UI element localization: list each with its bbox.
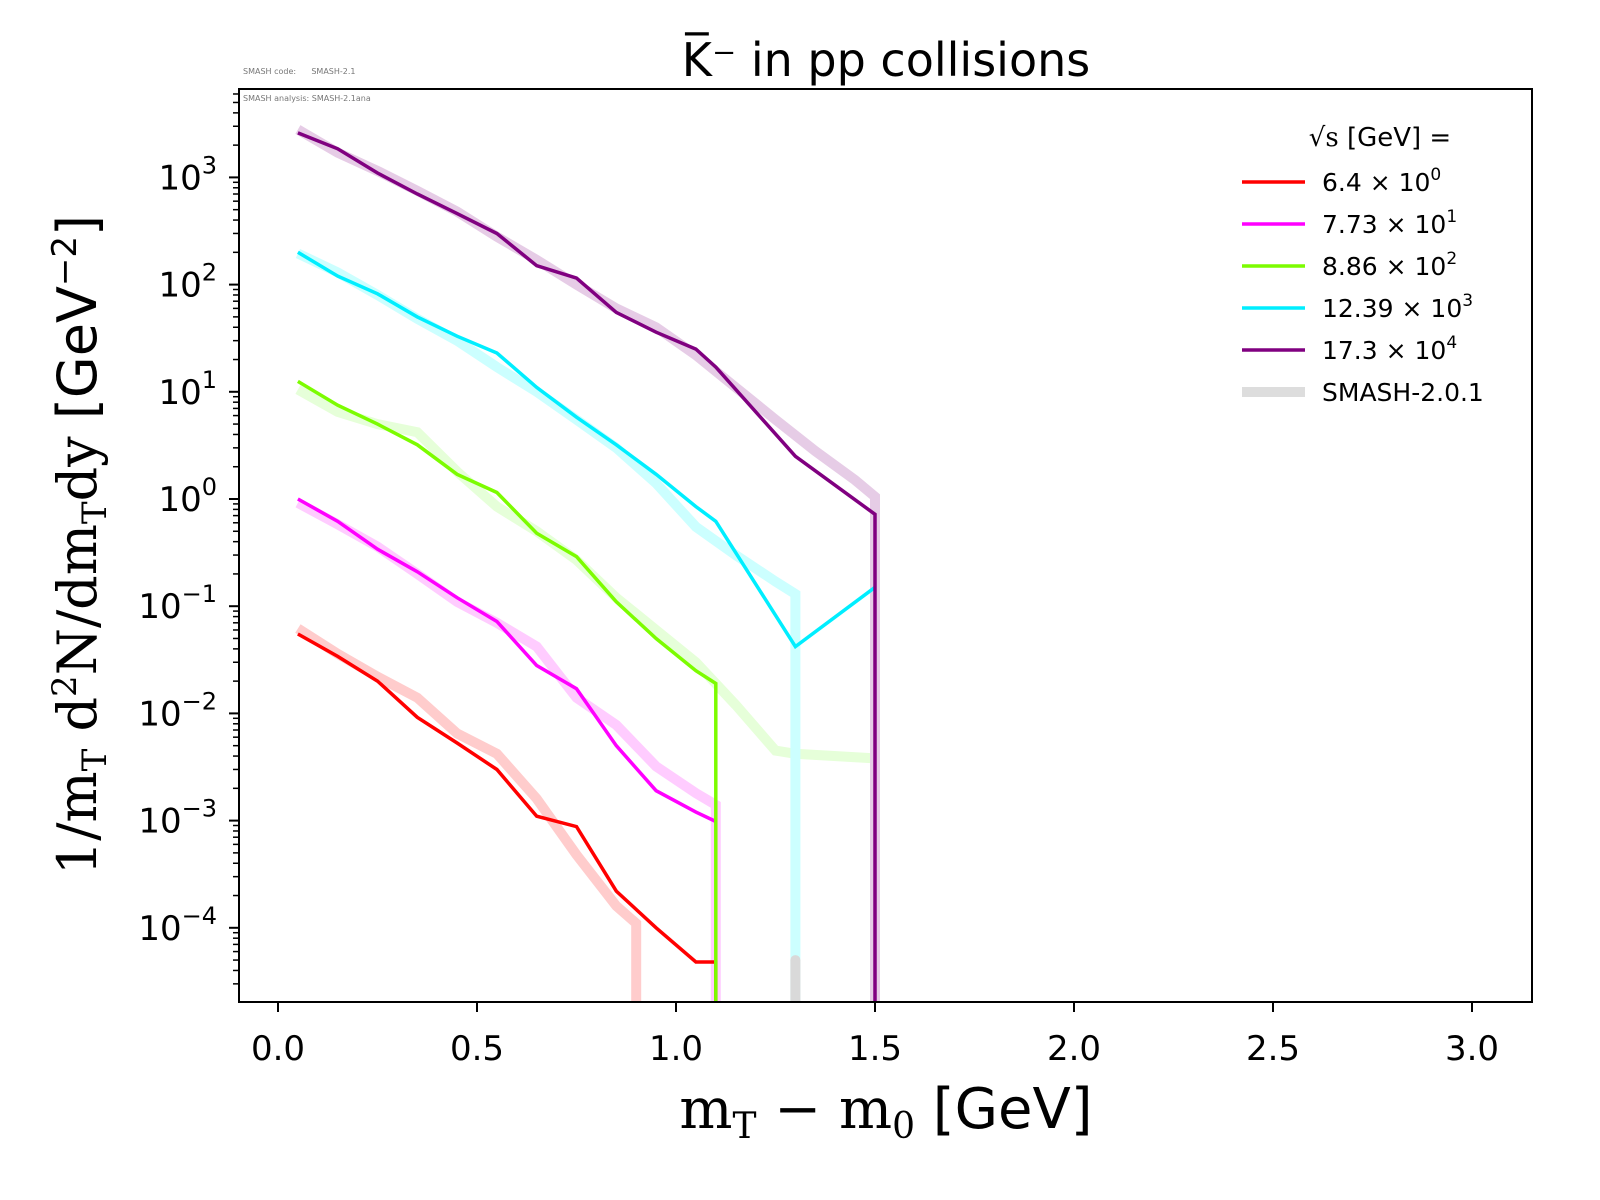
legend-label: 17.3 × 104 <box>1322 333 1457 365</box>
y-label-sup-unit: −2 <box>45 236 85 286</box>
x-tick-label: 0.5 <box>450 1029 504 1069</box>
y-tick-base: 10 <box>158 480 201 520</box>
legend-title: √s [GeV] = <box>1309 123 1451 153</box>
y-tick-exponent: 1 <box>202 366 217 394</box>
reference-line-2 <box>295 385 876 764</box>
y-tick-base: 10 <box>138 802 181 842</box>
legend-label-base: 12.39 × 10 <box>1322 294 1462 323</box>
legend-label: SMASH-2.0.1 <box>1322 378 1484 407</box>
x-label-minus: − <box>756 1077 839 1142</box>
meta-analysis-label: SMASH analysis: <box>243 94 310 103</box>
legend-label-base: 8.86 × 10 <box>1322 252 1446 281</box>
x-tick-label: 1.5 <box>848 1029 902 1069</box>
y-label-sub-c: T <box>75 501 115 524</box>
series-layer <box>297 131 877 1002</box>
x-ticks: 0.0 0.5 1.0 1.5 2.0 2.5 3.0 <box>251 1002 1499 1069</box>
legend-label: 12.39 × 103 <box>1322 291 1473 323</box>
x-tick-label: 1.0 <box>649 1029 703 1069</box>
y-axis-label: 1/mT d2N/dmTdy [GeV−2] <box>45 215 115 875</box>
smash-meta: SMASH code: SMASH-2.1 SMASH analysis: SM… <box>243 49 371 112</box>
x-label-unit: [GeV] <box>915 1077 1093 1142</box>
legend-title-root: √s <box>1309 123 1339 153</box>
y-tick-label: 10−4 <box>138 902 217 949</box>
y-tick-exponent: −2 <box>182 687 217 715</box>
x-tick-label: 2.0 <box>1047 1029 1101 1069</box>
y-tick-exponent: −3 <box>182 795 217 823</box>
series-line-1 <box>297 497 717 824</box>
y-tick-label: 100 <box>158 473 217 520</box>
legend-label-base: SMASH-2.0.1 <box>1322 378 1484 407</box>
series-line-3 <box>297 250 877 650</box>
reference-line-1 <box>295 498 721 1002</box>
y-label-sub-a: T <box>75 748 115 771</box>
legend-title-rest: [GeV] = <box>1339 123 1452 153</box>
reference-line-0 <box>295 624 642 1002</box>
y-label-close: ] <box>46 215 109 236</box>
x-axis-label: mT − m0 [GeV] <box>679 1077 1092 1147</box>
y-tick-base: 10 <box>158 373 201 413</box>
y-label-b: d <box>46 697 109 749</box>
y-tick-label: 10−3 <box>138 795 217 842</box>
legend-label: 7.73 × 101 <box>1322 207 1457 239</box>
legend-label-base: 6.4 × 10 <box>1322 168 1430 197</box>
y-tick-base: 10 <box>158 266 201 306</box>
y-tick-exponent: −1 <box>182 580 217 608</box>
legend-label-exponent: 1 <box>1446 207 1457 227</box>
y-label-unit: [GeV <box>46 286 109 436</box>
legend: √s [GeV] = 6.4 × 100 7.73 × 101 8.86 × 102… <box>1242 123 1484 407</box>
y-tick-label: 10−2 <box>138 687 217 734</box>
legend-label-base: 7.73 × 10 <box>1322 210 1446 239</box>
y-tick-label: 102 <box>158 259 217 306</box>
y-label-a: 1/m <box>46 771 109 875</box>
series-line-2 <box>297 379 718 1002</box>
meta-code-label: SMASH code: <box>243 67 297 76</box>
y-tick-exponent: −4 <box>182 902 217 930</box>
plot-frame <box>238 88 1533 1003</box>
x-tick-label: 2.5 <box>1246 1029 1300 1069</box>
y-label-d: dy <box>46 436 109 502</box>
legend-label-exponent: 3 <box>1462 291 1473 311</box>
y-tick-exponent: 0 <box>202 473 217 501</box>
legend-label-exponent: 4 <box>1446 333 1457 353</box>
x-label-m2: m <box>839 1077 892 1142</box>
y-tick-base: 10 <box>158 158 201 198</box>
x-label-sub1: T <box>732 1106 756 1147</box>
legend-entries: 6.4 × 100 7.73 × 101 8.86 × 102 12.39 × 103… <box>1242 165 1484 407</box>
y-tick-base: 10 <box>138 587 181 627</box>
y-label-sup-b: 2 <box>45 675 85 697</box>
y-tick-exponent: 3 <box>202 151 217 179</box>
y-tick-label: 101 <box>158 366 217 413</box>
y-tick-label: 10−1 <box>138 580 217 627</box>
meta-analysis-value: SMASH-2.1ana <box>311 94 371 103</box>
x-tick-label: 0.0 <box>251 1029 305 1069</box>
x-label-sub2: 0 <box>892 1106 915 1147</box>
reference-line-4 <box>295 125 880 1002</box>
x-label-m1: m <box>679 1077 732 1142</box>
legend-label-exponent: 2 <box>1446 249 1457 269</box>
y-tick-label: 103 <box>158 151 217 198</box>
y-tick-exponent: 2 <box>202 259 217 287</box>
y-tick-base: 10 <box>138 694 181 734</box>
y-tick-base: 10 <box>138 909 181 949</box>
meta-code-value: SMASH-2.1 <box>311 67 356 76</box>
legend-label: 8.86 × 102 <box>1322 249 1457 281</box>
legend-label-exponent: 0 <box>1430 165 1441 185</box>
series-line-0 <box>297 632 718 1002</box>
legend-label: 6.4 × 100 <box>1322 165 1441 197</box>
y-label-c: N/dm <box>46 524 109 675</box>
legend-label-base: 17.3 × 10 <box>1322 336 1446 365</box>
x-tick-label: 3.0 <box>1445 1029 1499 1069</box>
chart-title: K̅⁻ in pp collisions <box>682 32 1090 87</box>
